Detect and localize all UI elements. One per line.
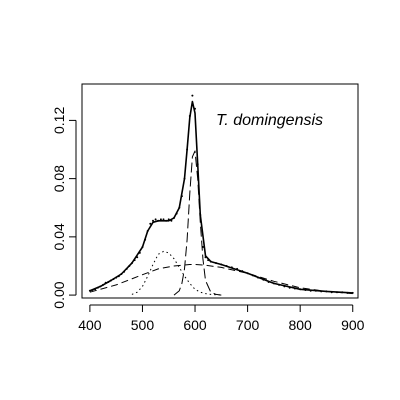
- x-tick-label: 600: [183, 317, 207, 333]
- data-point: [91, 289, 94, 291]
- curve-solid: [89, 100, 353, 294]
- data-point: [262, 278, 265, 281]
- data-point: [128, 265, 131, 267]
- data-points: [88, 94, 354, 294]
- data-point: [325, 290, 328, 293]
- curve-dashed: [89, 264, 353, 295]
- data-point: [220, 263, 223, 266]
- data-point: [207, 259, 210, 262]
- x-tick-label: 700: [236, 317, 260, 333]
- data-point: [246, 272, 249, 275]
- y-tick-label: 0.12: [51, 107, 67, 134]
- x-tick-label: 900: [341, 317, 365, 333]
- data-point: [209, 260, 212, 263]
- y-tick-label: 0.00: [51, 281, 67, 308]
- data-point: [272, 282, 275, 285]
- data-point: [293, 287, 296, 290]
- data-point: [170, 219, 173, 222]
- data-point: [138, 251, 141, 254]
- data-point: [141, 246, 144, 248]
- data-point: [351, 291, 354, 294]
- data-point: [314, 289, 317, 292]
- data-point: [178, 206, 181, 209]
- data-point: [257, 276, 260, 279]
- x-tick-label: 400: [78, 317, 102, 333]
- data-point: [196, 163, 199, 166]
- y-tick-label: 0.04: [51, 223, 67, 250]
- y-tick-label: 0.08: [51, 165, 67, 192]
- data-point: [149, 222, 152, 225]
- data-point: [283, 285, 286, 288]
- data-point: [144, 238, 147, 241]
- data-point: [130, 262, 133, 265]
- data-point: [204, 256, 207, 259]
- curve-longdash: [173, 150, 222, 296]
- data-point: [320, 290, 323, 293]
- data-point: [201, 246, 204, 248]
- data-point: [194, 107, 196, 110]
- data-point: [241, 270, 244, 273]
- data-point: [88, 289, 91, 292]
- data-point: [173, 216, 175, 219]
- data-point: [180, 195, 183, 198]
- data-point: [159, 218, 162, 221]
- data-point: [267, 281, 270, 283]
- data-point: [136, 256, 139, 259]
- data-point: [94, 288, 97, 291]
- axes: 400 500 600 700 800 900 0.00 0.04 0.08 0.12: [51, 107, 365, 333]
- data-point: [175, 212, 178, 215]
- data-point: [162, 218, 165, 221]
- data-point: [157, 219, 160, 222]
- data-point: [167, 218, 170, 221]
- data-point: [104, 281, 107, 284]
- curves: [89, 100, 353, 296]
- data-point: [120, 273, 123, 275]
- data-point: [125, 267, 128, 270]
- data-point: [330, 291, 333, 294]
- data-point: [191, 94, 194, 97]
- data-point: [299, 288, 302, 291]
- data-point: [117, 275, 120, 278]
- data-point: [309, 289, 312, 292]
- data-point: [188, 115, 191, 117]
- data-point: [251, 274, 254, 277]
- data-point: [215, 262, 218, 265]
- data-point: [107, 281, 110, 283]
- data-point: [236, 267, 239, 270]
- data-point: [186, 148, 189, 151]
- data-point: [133, 259, 136, 262]
- curve-dotted: [131, 250, 222, 296]
- species-annotation: T. domingensis: [216, 112, 323, 129]
- data-point: [146, 230, 149, 232]
- x-tick-label: 800: [288, 317, 312, 333]
- data-point: [109, 279, 112, 282]
- data-point: [183, 177, 186, 180]
- data-point: [230, 266, 233, 269]
- data-point: [336, 291, 338, 294]
- data-point: [99, 285, 102, 288]
- data-point: [225, 265, 228, 267]
- x-tick-label: 500: [131, 317, 155, 333]
- data-point: [278, 283, 281, 286]
- plot-box: [81, 83, 359, 299]
- data-point: [341, 291, 344, 294]
- data-point: [115, 276, 118, 279]
- data-point: [112, 278, 115, 281]
- data-point: [123, 270, 126, 273]
- data-point: [152, 219, 154, 222]
- data-point: [165, 219, 168, 222]
- data-point: [199, 214, 202, 216]
- data-point: [154, 218, 157, 221]
- data-point: [346, 291, 349, 294]
- data-point: [288, 286, 291, 289]
- data-point: [96, 286, 99, 289]
- data-point: [102, 283, 104, 286]
- data-point: [304, 289, 307, 291]
